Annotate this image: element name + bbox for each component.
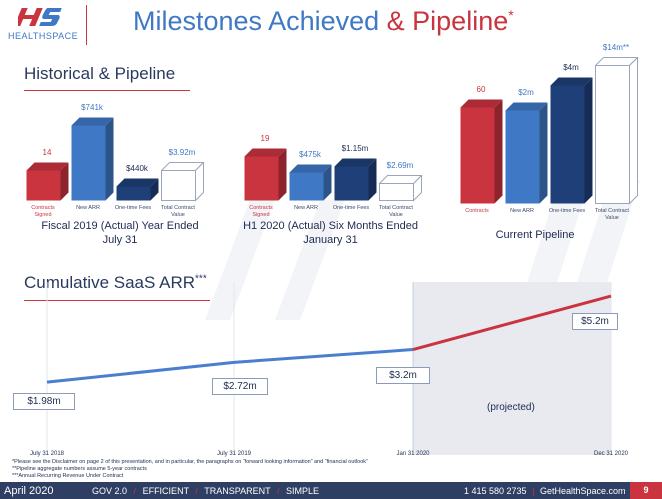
page-title-part2: & Pipeline bbox=[386, 6, 509, 36]
bar-category-label: One-time Fees bbox=[114, 205, 152, 211]
bar-value-label: $1.15m bbox=[341, 144, 369, 153]
footnote-2: **Pipeline aggregate numbers assume 5-ye… bbox=[12, 466, 147, 472]
bar-category-label: Contracts bbox=[465, 208, 489, 214]
tagline-item: SIMPLE bbox=[286, 486, 320, 496]
footer-separator: | bbox=[532, 486, 535, 496]
historical-title-rule bbox=[24, 90, 190, 91]
bar-value-label: $4m bbox=[563, 63, 579, 72]
bar-category-label: New ARR bbox=[294, 205, 318, 211]
logo: HEALTHSPACE bbox=[8, 6, 80, 44]
page-title-sup: * bbox=[508, 7, 514, 23]
bar-h1-2020-2 bbox=[334, 158, 377, 201]
projected-label: (projected) bbox=[487, 402, 535, 413]
historical-section-title: Historical & Pipeline bbox=[24, 64, 176, 83]
tagline-separator: / bbox=[133, 486, 137, 496]
footer-tagline: GOV 2.0 / EFFICIENT / TRANSPARENT / SIMP… bbox=[92, 486, 319, 496]
bar-category-label: New ARR bbox=[76, 205, 100, 211]
group-caption-pipeline: Current Pipeline bbox=[495, 229, 575, 241]
cumulative-section-title: Cumulative SaaS ARR*** bbox=[24, 273, 207, 293]
arr-value-label-jan-2020: $3.2m bbox=[376, 367, 430, 384]
arr-projected-line bbox=[412, 294, 612, 351]
arr-actual-line bbox=[46, 348, 414, 384]
page-title-part1: Milestones Achieved bbox=[133, 6, 387, 36]
footnote-3: ***Annual Recurring Revenue Under Contra… bbox=[12, 473, 124, 479]
bar-h1-2020-0 bbox=[244, 148, 287, 201]
cumulative-title-sup: *** bbox=[195, 273, 207, 285]
cumulative-arr-chart: July 31 2018 July 31 2019 Jan 31 2020 Dec 3… bbox=[30, 282, 629, 457]
bar-fiscal-2019-3 bbox=[161, 162, 205, 202]
page-number: 9 bbox=[630, 482, 662, 499]
tagline-separator: / bbox=[276, 486, 280, 496]
bar-category-label: New ARR bbox=[510, 208, 534, 214]
cumulative-title-text: Cumulative SaaS ARR bbox=[24, 273, 196, 292]
bar-category-label: Contracts Signed bbox=[31, 205, 55, 218]
group-caption-h1-2020: H1 2020 (Actual) Six Months Ended Januar… bbox=[243, 220, 418, 246]
bar-value-label: $2.69m bbox=[386, 161, 414, 170]
bar-value-label: $741k bbox=[81, 103, 103, 112]
bar-category-label: One-time Fees bbox=[332, 205, 370, 211]
footer-contact: 1 415 580 2735 | GetHealthSpace.com bbox=[464, 486, 625, 496]
x-tick-label: Dec 31 2020 bbox=[594, 451, 629, 457]
tagline-item: GOV 2.0 bbox=[92, 486, 128, 496]
group-caption-fiscal-2019: Fiscal 2019 (Actual) Year Ended July 31 bbox=[41, 220, 199, 246]
bar-pipeline-0 bbox=[460, 99, 503, 204]
x-tick-label: July 31 2018 bbox=[30, 451, 65, 457]
bar-value-label: 60 bbox=[476, 85, 486, 94]
tagline-separator: / bbox=[195, 486, 198, 496]
page-title: Milestones Achieved & Pipeline* bbox=[133, 6, 514, 37]
footer-date: April 2020 bbox=[4, 485, 54, 497]
bar-category-label: One-time Fees bbox=[548, 208, 586, 214]
bar-category-label: Total Contract Value bbox=[595, 208, 629, 221]
arr-value-label-2019: $2.72m bbox=[212, 378, 268, 395]
projected-region bbox=[413, 282, 611, 455]
bar-value-label: $14m** bbox=[602, 43, 630, 52]
footnotes: *Please see the Disclaimer on page 2 of … bbox=[12, 459, 612, 480]
footnote-1: *Please see the Disclaimer on page 2 of … bbox=[12, 459, 368, 465]
footer-website[interactable]: GetHealthSpace.com bbox=[539, 486, 626, 496]
bar-pipeline-1 bbox=[505, 102, 548, 204]
arr-lines bbox=[46, 294, 612, 384]
logo-text: HEALTHSPACE bbox=[8, 31, 79, 41]
bar-value-label: $440k bbox=[126, 164, 148, 173]
bar-value-label: $2m bbox=[518, 88, 534, 97]
logo-mark-icon bbox=[18, 8, 62, 26]
bar-pipeline-3 bbox=[595, 57, 639, 205]
bar-h1-2020-3 bbox=[379, 175, 423, 202]
bar-category-label: Total Contract Value bbox=[161, 205, 195, 218]
bar-value-label: $3.92m bbox=[168, 148, 196, 157]
bar-category-label: Total Contract Value bbox=[379, 205, 413, 218]
bar-fiscal-2019-1 bbox=[71, 117, 114, 201]
footer-bar: April 2020 GOV 2.0 / EFFICIENT / TRANSPA… bbox=[0, 482, 662, 499]
bar-value-label: $475k bbox=[299, 150, 321, 159]
arr-x-ticks: July 31 2018 July 31 2019 Jan 31 2020 Dec 3… bbox=[30, 451, 629, 457]
bar-fiscal-2019-0 bbox=[26, 162, 69, 201]
bar-value-label: 14 bbox=[42, 148, 52, 157]
x-tick-label: July 31 2019 bbox=[217, 451, 252, 457]
bar-pipeline-2 bbox=[550, 77, 593, 204]
arr-value-label-2018: $1.98m bbox=[13, 393, 75, 410]
bar-value-label: 19 bbox=[260, 134, 270, 143]
tagline-item: EFFICIENT bbox=[142, 486, 189, 496]
bar-fiscal-2019-2 bbox=[116, 178, 159, 201]
arr-value-label-dec-2020: $5.2m bbox=[572, 313, 618, 330]
cumulative-title-rule bbox=[24, 300, 210, 301]
header-divider bbox=[86, 5, 87, 45]
tagline-item: TRANSPARENT bbox=[204, 486, 271, 496]
bar-h1-2020-1 bbox=[289, 164, 332, 201]
x-tick-label: Jan 31 2020 bbox=[396, 451, 430, 457]
bar-category-label: Contracts Signed bbox=[249, 205, 273, 218]
footer-phone[interactable]: 1 415 580 2735 bbox=[464, 486, 527, 496]
